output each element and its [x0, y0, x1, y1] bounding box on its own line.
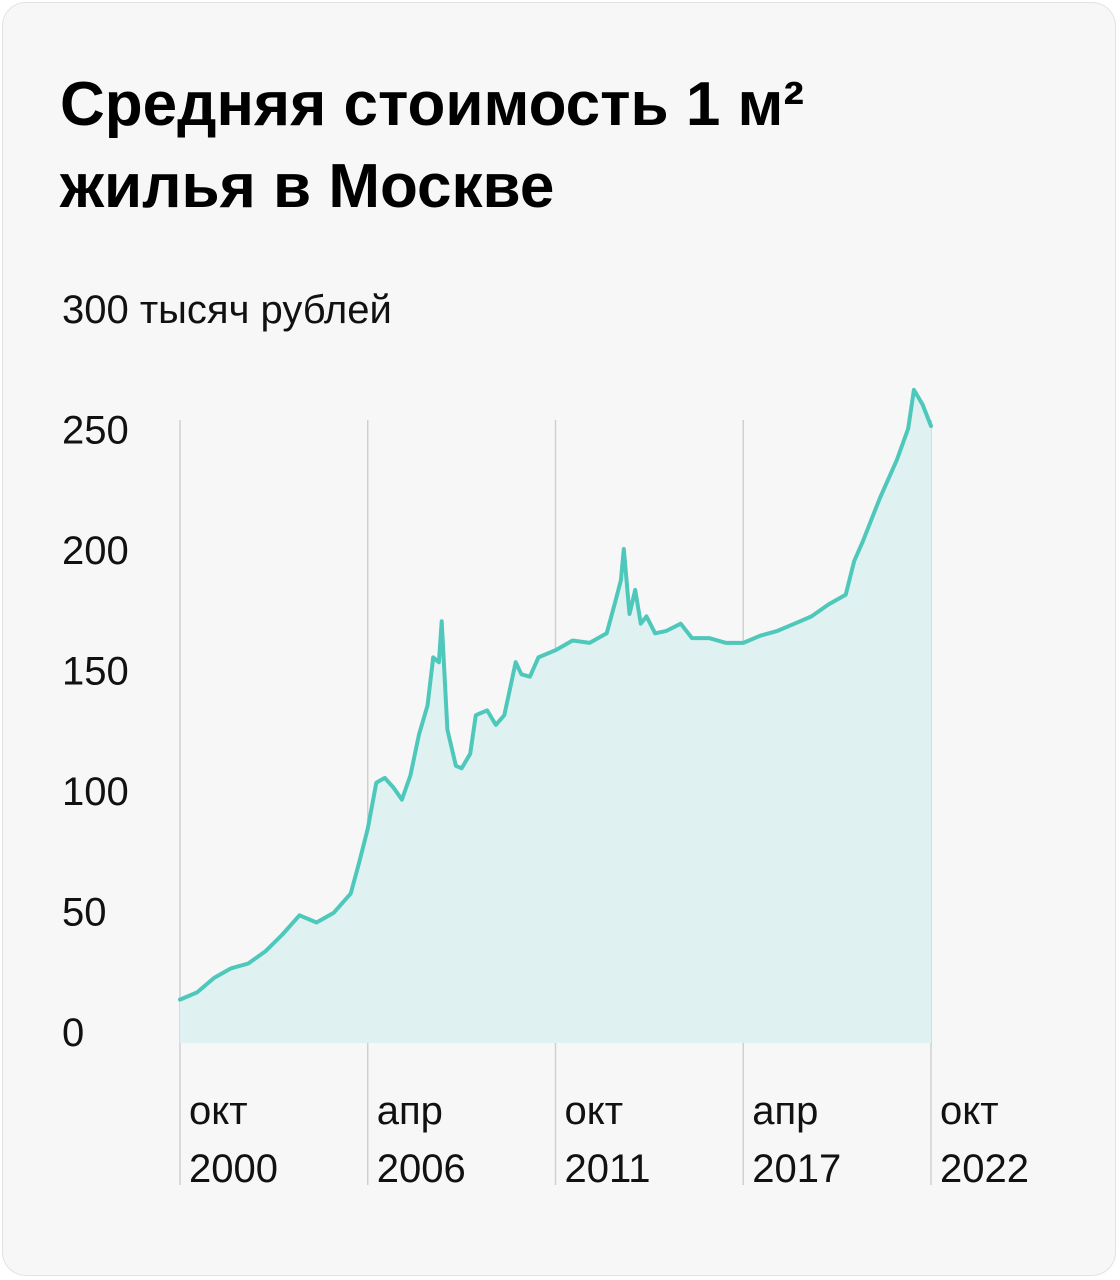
x-tick-year-2006: 2006	[377, 1147, 466, 1191]
y-tick-label-0: 0	[62, 1011, 84, 1055]
y-tick-label-250: 250	[62, 409, 129, 453]
y-tick-label-300: 300 тысяч рублей	[62, 288, 392, 332]
y-tick-label-100: 100	[62, 770, 129, 814]
y-axis-ticks: 300 тысяч рублей 250 200 150 100 50 0	[62, 288, 392, 1055]
area-fill	[180, 389, 931, 1043]
x-tick-month-2000: окт	[189, 1089, 248, 1133]
x-tick-month-2006: апр	[377, 1089, 443, 1133]
y-tick-label-150: 150	[62, 650, 129, 694]
y-tick-label-50: 50	[62, 891, 107, 935]
x-tick-month-2017: апр	[752, 1089, 818, 1133]
price-line	[178, 387, 933, 1002]
x-tick-year-2000: 2000	[189, 1147, 278, 1191]
x-tick-year-2011: 2011	[565, 1147, 651, 1191]
x-tick-month-2011: окт	[565, 1089, 624, 1133]
chart-title: Средняя стоимость 1 м² жилья в Москве	[60, 70, 805, 221]
x-tick-year-2022: 2022	[940, 1147, 1029, 1191]
x-axis-ticks: окт 2000 апр 2006 окт 2011 апр 2017 окт 2022	[189, 1089, 1029, 1191]
y-tick-label-200: 200	[62, 529, 129, 573]
x-tick-month-2022: окт	[940, 1089, 999, 1133]
x-tick-year-2017: 2017	[752, 1147, 841, 1191]
